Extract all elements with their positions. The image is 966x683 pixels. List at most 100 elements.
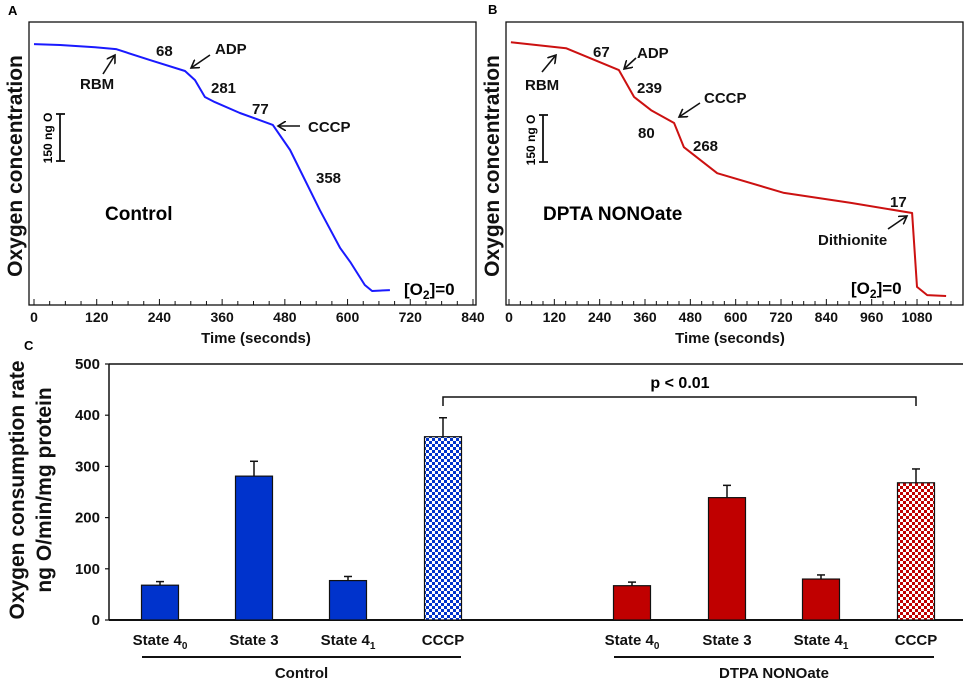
bar-control-1 <box>234 475 274 621</box>
x-tick-label: 840 <box>461 309 485 325</box>
annotation-rate-state3: 239 <box>637 80 662 97</box>
bar-dtpa-nonoate-1 <box>707 497 747 621</box>
annotation-dithionite: Dithionite <box>818 232 887 249</box>
annotation-rbm: RBM <box>80 76 114 93</box>
panel-c-bar-chart: Oxygen consumption rate ng O/min/mg prot… <box>6 356 963 682</box>
annotation-rate-state4-0: 68 <box>156 43 173 60</box>
x-tick-label: 720 <box>399 309 423 325</box>
category-label-text: State 3 <box>229 632 278 649</box>
annotation-rbm: RBM <box>525 77 559 94</box>
category-label-text: State 4 <box>605 632 655 649</box>
annotation-rate-state4-1: 77 <box>252 101 269 118</box>
x-tick-label: 600 <box>724 309 748 325</box>
y-tick-label: 200 <box>75 510 100 527</box>
x-tick-label: 0 <box>30 309 38 325</box>
annotation-rate-residual: 17 <box>890 194 907 211</box>
rbm-arrow <box>102 55 115 75</box>
y-axis-label-line2: ng O/min/mg protein <box>33 387 56 592</box>
x-tick-label: 120 <box>85 309 109 325</box>
y-tick-label: 300 <box>75 458 100 475</box>
category-label-subscript: 0 <box>654 641 660 652</box>
category-label-subscript: 0 <box>182 641 188 652</box>
category-label: State 40 <box>133 632 188 652</box>
category-label-text: State 4 <box>133 632 183 649</box>
significance-label: p < 0.01 <box>650 375 709 392</box>
annotation-rate-state4-0: 67 <box>593 44 610 61</box>
category-label: State 3 <box>229 632 278 649</box>
category-label-text: State 4 <box>321 632 371 649</box>
bar-dtpa-nonoate-0 <box>612 585 652 621</box>
panel-b-trace-chart: Oxygen concentration Time (seconds) 150 … <box>481 21 964 347</box>
x-tick-label: 0 <box>505 309 513 325</box>
category-label: State 41 <box>321 632 376 652</box>
bar-dtpa-nonoate-3 <box>896 482 936 621</box>
category-label-text: CCCP <box>422 632 465 649</box>
significance-bracket <box>442 396 917 406</box>
cccp-arrow <box>679 102 701 117</box>
x-tick-label: 240 <box>588 309 612 325</box>
annotation-rate-cccp: 358 <box>316 170 341 187</box>
dithionite-arrow <box>887 216 907 230</box>
condition-label: Control <box>105 204 173 225</box>
x-tick-label: 1080 <box>901 309 932 325</box>
x-tick-label: 360 <box>633 309 657 325</box>
annotation-adp: ADP <box>215 41 247 58</box>
condition-label: DPTA NONOate <box>543 204 682 225</box>
x-tick-label: 720 <box>769 309 793 325</box>
oxygen-trace-line <box>33 43 390 292</box>
y-tick-label: 400 <box>75 407 100 424</box>
bar-dtpa-nonoate-2 <box>801 578 841 621</box>
x-axis-label: Time (seconds) <box>201 330 311 347</box>
group-label: Control <box>275 665 328 682</box>
annotation-cccp: CCCP <box>704 90 747 107</box>
annotation-adp: ADP <box>637 45 669 62</box>
y-tick-label: 100 <box>75 561 100 578</box>
x-tick-label: 480 <box>273 309 297 325</box>
adp-arrow <box>191 54 211 68</box>
category-label-text: CCCP <box>895 632 938 649</box>
y-axis-label: Oxygen concentration <box>4 55 27 277</box>
rbm-arrow <box>541 55 556 73</box>
annotation-cccp: CCCP <box>308 119 351 136</box>
scale-bar-label: 150 ng O <box>524 115 538 166</box>
category-label-subscript: 1 <box>370 641 376 652</box>
category-label-text: State 4 <box>794 632 844 649</box>
bar-control-0 <box>140 584 180 621</box>
category-label: State 40 <box>605 632 660 652</box>
category-label-subscript: 1 <box>843 641 849 652</box>
plot-frame <box>28 21 477 306</box>
zero-oxygen-label: [O2]=0 <box>851 279 902 301</box>
x-tick-label: 120 <box>543 309 567 325</box>
scale-bar-label: 150 ng O <box>41 113 55 164</box>
panel-label-c: C <box>24 338 34 353</box>
y-tick-label: 500 <box>75 356 100 373</box>
y-axis-label: Oxygen concentration <box>481 55 504 277</box>
x-tick-label: 600 <box>336 309 360 325</box>
oxygen-trace-line <box>510 41 947 297</box>
adp-arrow <box>624 57 637 69</box>
bar-control-2 <box>328 579 368 621</box>
x-tick-label: 240 <box>148 309 172 325</box>
category-label: CCCP <box>895 632 938 649</box>
annotation-rate-cccp: 268 <box>693 138 718 155</box>
panel-a-trace-chart: Oxygen concentration Time (seconds) 150 … <box>4 21 485 347</box>
panel-label-a: A <box>8 3 18 18</box>
category-label: State 3 <box>702 632 751 649</box>
y-axis-label-line1: Oxygen consumption rate <box>6 360 29 619</box>
category-label-text: State 3 <box>702 632 751 649</box>
annotation-rate-state4-1: 80 <box>638 125 655 142</box>
x-tick-label: 360 <box>210 309 234 325</box>
zero-oxygen-label: [O2]=0 <box>404 280 455 302</box>
panel-label-b: B <box>488 2 497 17</box>
category-label: State 41 <box>794 632 849 652</box>
x-axis-label: Time (seconds) <box>675 330 785 347</box>
annotation-rate-state3: 281 <box>211 80 236 97</box>
plot-frame <box>505 21 964 306</box>
x-tick-label: 840 <box>815 309 839 325</box>
category-label: CCCP <box>422 632 465 649</box>
bar-control-3 <box>423 436 463 621</box>
y-tick-label: 0 <box>92 612 100 629</box>
x-tick-label: 480 <box>679 309 703 325</box>
x-tick-label: 960 <box>860 309 884 325</box>
